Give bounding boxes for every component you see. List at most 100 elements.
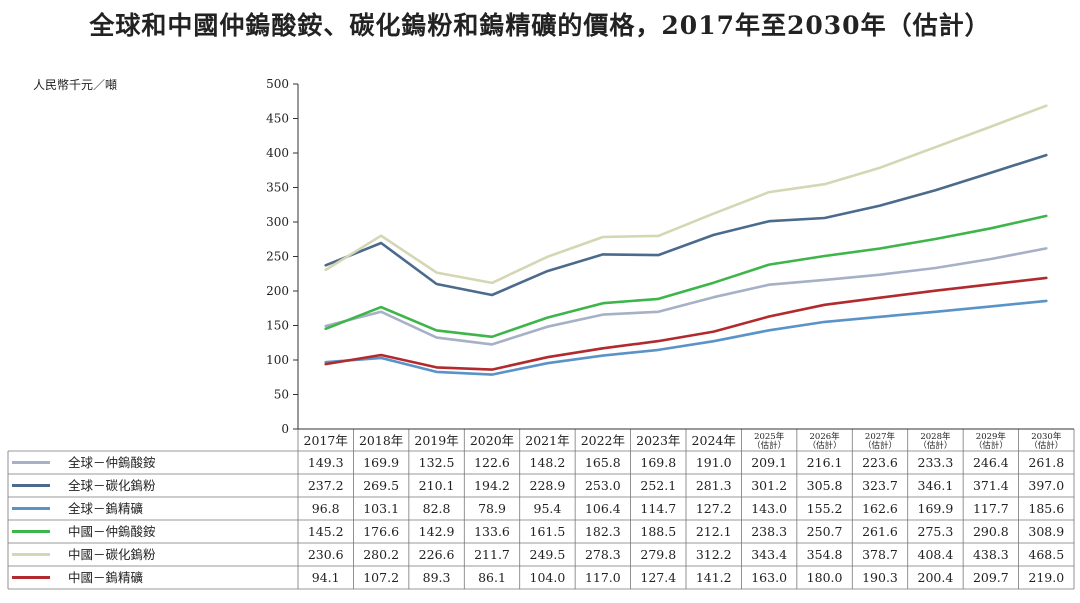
- table-col-header-year: 2030年: [1031, 431, 1062, 442]
- table-cell-value: 280.2: [363, 547, 399, 562]
- table-cell-value: 212.1: [696, 524, 732, 539]
- table-col-header-year: 2021年: [525, 433, 569, 448]
- table-col-header-year: 2024年: [692, 433, 736, 448]
- table-cell-value: 371.4: [973, 478, 1009, 493]
- y-tick-label: 300: [266, 215, 289, 229]
- table-cell-value: 261.6: [862, 524, 898, 539]
- table-col-header-estimate: （估計）: [752, 440, 786, 451]
- table-cell-value: 278.3: [585, 547, 621, 562]
- y-axis-unit-label: 人民幣千元／噸: [33, 78, 118, 92]
- y-tick-label: 450: [266, 112, 289, 126]
- y-tick-label: 50: [274, 388, 289, 402]
- table-cell-value: 141.2: [696, 570, 732, 585]
- table-cell-value: 312.2: [696, 547, 732, 562]
- y-tick-label: 200: [266, 284, 289, 298]
- table-cell-value: 145.2: [308, 524, 344, 539]
- y-tick-label: 100: [266, 353, 289, 367]
- y-tick-label: 150: [266, 319, 289, 333]
- table-cell-value: 290.8: [973, 524, 1009, 539]
- legend-label: 全球－仲鎢酸銨: [68, 455, 156, 470]
- table-cell-value: 190.3: [862, 570, 898, 585]
- table-cell-value: 94.1: [312, 570, 340, 585]
- series-line-global_apt: [324, 247, 1048, 346]
- table-cell-value: 279.8: [640, 547, 676, 562]
- table-cell-value: 86.1: [478, 570, 506, 585]
- table-cell-value: 237.2: [308, 478, 344, 493]
- table-cell-value: 253.0: [585, 478, 621, 493]
- table-col-header-year: 2026年: [810, 431, 841, 442]
- table-cell-value: 250.7: [807, 524, 843, 539]
- table-cell-value: 194.2: [474, 478, 510, 493]
- table-cell-value: 96.8: [312, 501, 340, 516]
- legend-label: 全球－碳化鎢粉: [68, 478, 156, 493]
- table-col-header-year: 2028年: [920, 431, 951, 442]
- table-cell-value: 117.7: [973, 501, 1009, 516]
- table-cell-value: 132.5: [419, 455, 455, 470]
- table-cell-value: 238.3: [751, 524, 787, 539]
- table-cell-value: 106.4: [585, 501, 621, 516]
- table-cell-value: 305.8: [807, 478, 843, 493]
- table-cell-value: 228.9: [530, 478, 566, 493]
- table-col-header-year: 2029年: [976, 431, 1007, 442]
- table-cell-value: 209.7: [973, 570, 1009, 585]
- table-cell-value: 162.6: [862, 501, 898, 516]
- table-cell-value: 95.4: [534, 501, 562, 516]
- table-col-header-estimate: （估計）: [863, 440, 897, 451]
- table-cell-value: 165.8: [585, 455, 621, 470]
- table-cell-value: 182.3: [585, 524, 621, 539]
- table-cell-value: 133.6: [474, 524, 510, 539]
- table-cell-value: 408.4: [918, 547, 954, 562]
- table-cell-value: 82.8: [423, 501, 451, 516]
- table-cell-value: 281.3: [696, 478, 732, 493]
- table-cell-value: 275.3: [918, 524, 954, 539]
- y-tick-label: 400: [266, 146, 289, 160]
- series-line-china_wc: [324, 104, 1048, 285]
- table-cell-value: 107.2: [363, 570, 399, 585]
- table-col-header-year: 2019年: [414, 433, 458, 448]
- table-cell-value: 230.6: [308, 547, 344, 562]
- data-table: 2017年 2018年 2019年 2020年 2021年 2022年 2023年 2024年…: [7, 428, 1075, 590]
- y-tick-label: 350: [266, 181, 289, 195]
- table-cell-value: 122.6: [474, 455, 510, 470]
- table-col-header-year: 2025年: [754, 431, 785, 442]
- table-cell-value: 163.0: [751, 570, 787, 585]
- table-cell-value: 127.2: [696, 501, 732, 516]
- table-cell-value: 117.0: [585, 570, 621, 585]
- y-tick-label: 0: [281, 422, 289, 436]
- y-tick-label: 250: [266, 250, 289, 264]
- table-cell-value: 103.1: [363, 501, 399, 516]
- table-cell-value: 226.6: [419, 547, 455, 562]
- table-cell-value: 346.1: [918, 478, 954, 493]
- legend-label: 全球－鎢精礦: [68, 501, 144, 516]
- chart-title: 全球和中國仲鎢酸銨、碳化鎢粉和鎢精礦的價格，2017年至2030年（估計）: [89, 11, 991, 40]
- table-cell-value: 269.5: [363, 478, 399, 493]
- table-cell-value: 191.0: [696, 455, 732, 470]
- table-cell-value: 161.5: [530, 524, 566, 539]
- table-cell-value: 210.1: [419, 478, 455, 493]
- table-col-header-year: 2017年: [304, 433, 348, 448]
- table-cell-value: 142.9: [419, 524, 455, 539]
- table-cell-value: 176.6: [363, 524, 399, 539]
- table-col-header-estimate: （估計）: [974, 440, 1008, 451]
- table-col-header-year: 2027年: [865, 431, 896, 442]
- table-cell-value: 169.9: [918, 501, 954, 516]
- table-cell-value: 89.3: [423, 570, 451, 585]
- table-cell-value: 323.7: [862, 478, 898, 493]
- table-cell-value: 468.5: [1028, 547, 1064, 562]
- table-cell-value: 397.0: [1028, 478, 1064, 493]
- table-col-header-estimate: （估計）: [918, 440, 952, 451]
- series-line-global_wc: [324, 153, 1048, 297]
- table-cell-value: 233.3: [918, 455, 954, 470]
- table-cell-value: 378.7: [862, 547, 898, 562]
- table-cell-value: 78.9: [478, 501, 506, 516]
- table-cell-value: 188.5: [640, 524, 676, 539]
- table-cell-value: 149.3: [308, 455, 344, 470]
- table-cell-value: 211.7: [474, 547, 510, 562]
- table-col-header-year: 2020年: [470, 433, 514, 448]
- table-cell-value: 143.0: [751, 501, 787, 516]
- table-cell-value: 180.0: [807, 570, 843, 585]
- table-cell-value: 252.1: [640, 478, 676, 493]
- table-col-header-year: 2018年: [359, 433, 403, 448]
- series-line-china_conc: [324, 276, 1048, 371]
- table-cell-value: 169.9: [363, 455, 399, 470]
